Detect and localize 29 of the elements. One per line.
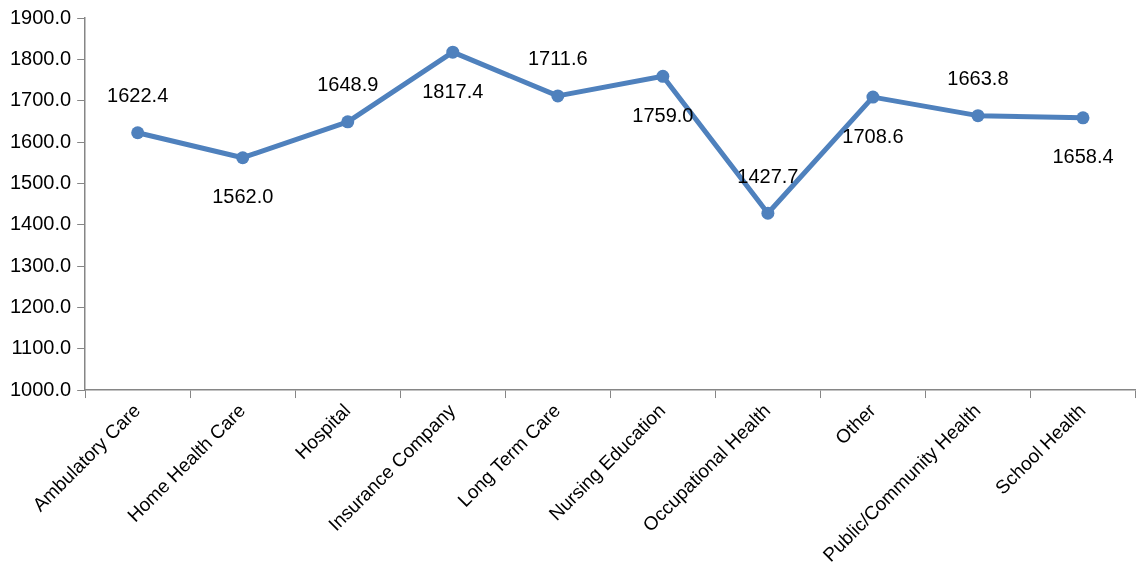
data-label: 1817.4 (422, 79, 484, 102)
point (656, 69, 670, 83)
y-tick-label: 1400.0 (10, 212, 72, 235)
point (866, 90, 880, 104)
y-tick-label: 1700.0 (10, 88, 72, 111)
data-label: 1759.0 (632, 103, 694, 126)
point (131, 126, 145, 140)
point (236, 151, 250, 165)
point (551, 89, 565, 103)
y-tick-label: 1000.0 (10, 377, 72, 400)
data-label: 1658.4 (1052, 145, 1114, 168)
data-label: 1622.4 (107, 84, 169, 107)
data-label: 1648.9 (317, 73, 379, 96)
y-tick-label: 1900.0 (10, 5, 72, 28)
data-label: 1711.6 (527, 47, 588, 70)
point (761, 206, 775, 220)
point (1076, 111, 1090, 125)
data-label: 1663.8 (947, 67, 1009, 90)
y-tick-label: 1800.0 (10, 46, 72, 69)
y-tick-label: 1300.0 (10, 253, 72, 276)
y-tick-label: 1200.0 (10, 294, 72, 317)
point (446, 45, 460, 59)
data-label: 1562.0 (212, 185, 274, 208)
point (971, 109, 985, 123)
y-tick-label: 1100.0 (11, 336, 72, 359)
y-tick-label: 1500.0 (10, 170, 72, 193)
y-tick-label: 1600.0 (10, 129, 72, 152)
point (341, 115, 355, 129)
data-label: 1708.6 (842, 124, 904, 147)
